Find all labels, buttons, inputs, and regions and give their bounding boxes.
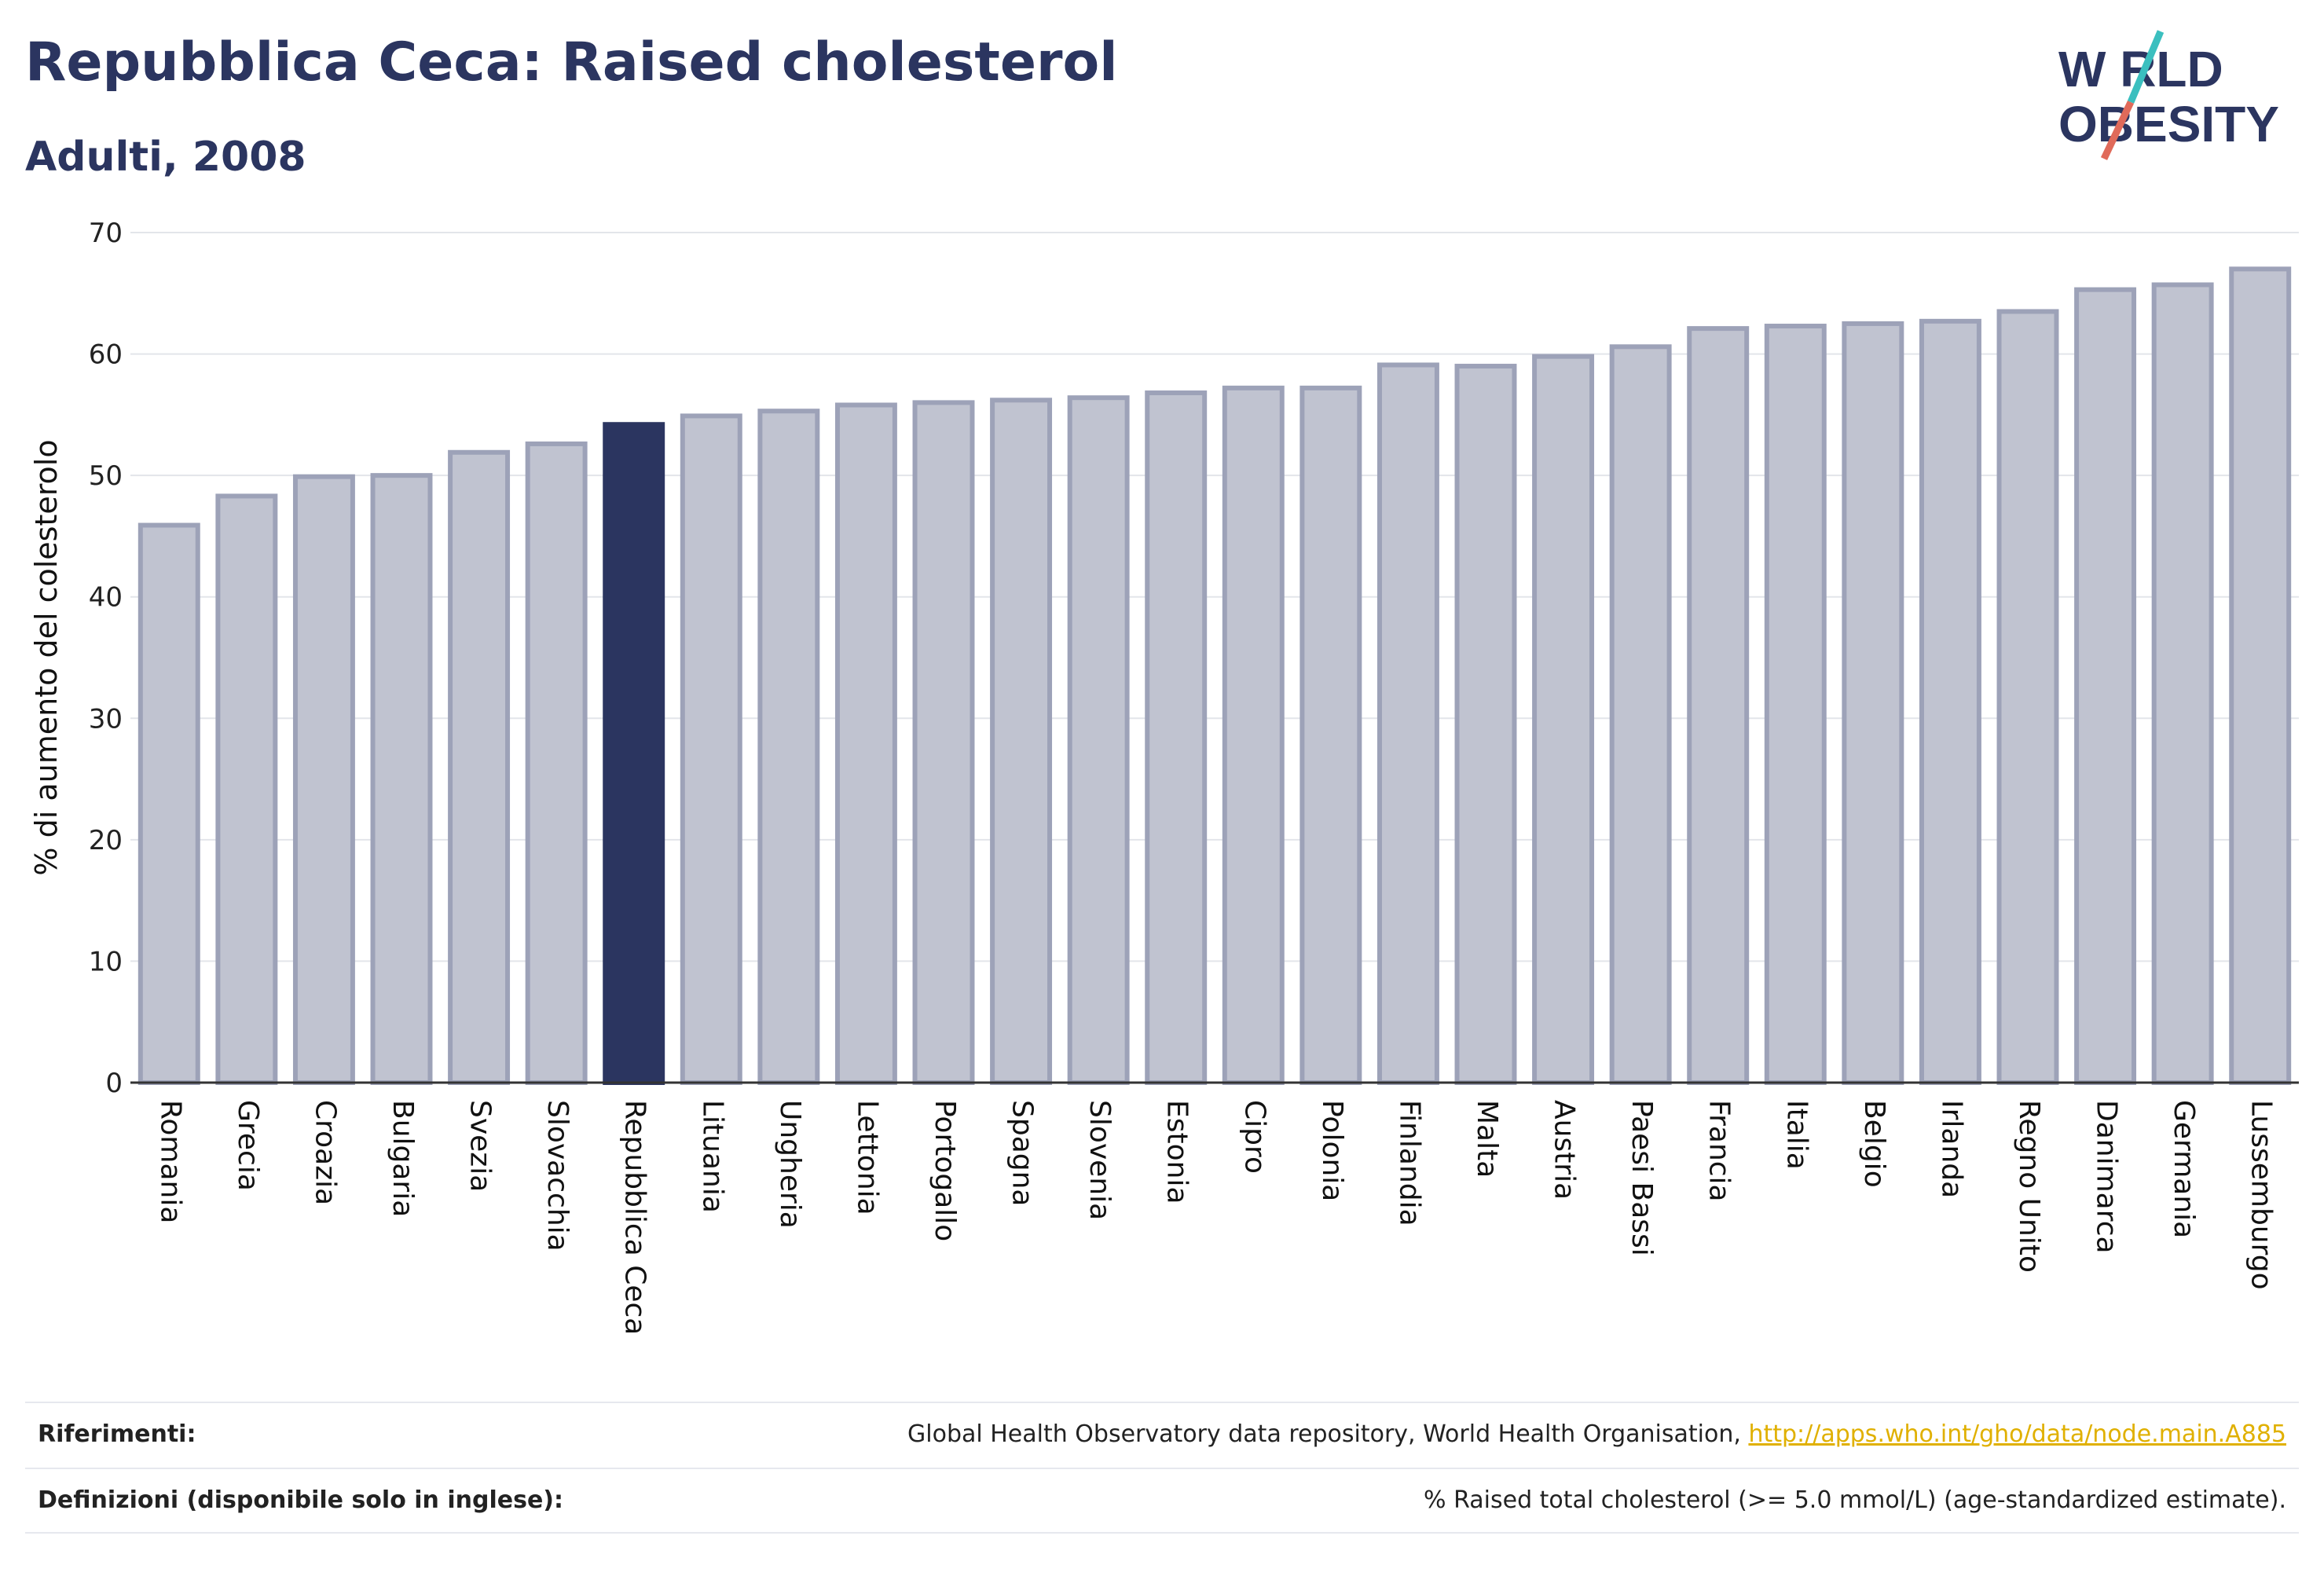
bar-finlandia <box>1376 362 1439 1085</box>
bar-lettonia <box>834 402 897 1085</box>
bar-polonia <box>1299 385 1362 1085</box>
logo-graphic: W RLD OBESITY <box>2058 30 2279 160</box>
x-tick-label: Austria <box>1549 1100 1581 1200</box>
bar-cipro <box>1222 385 1285 1085</box>
bar-ungheria <box>757 409 820 1085</box>
x-tick-label: Francia <box>1703 1100 1736 1202</box>
logo-slash-teal <box>2127 30 2165 104</box>
bar-grecia <box>215 493 278 1085</box>
x-tick-label: Slovacchia <box>541 1100 574 1252</box>
references-row: Riferimenti: Global Health Observatory d… <box>25 1402 2299 1468</box>
x-tick-label: Spagna <box>1006 1100 1039 1207</box>
bar-romania <box>137 522 200 1085</box>
bar-malta <box>1454 364 1517 1085</box>
x-tick-label: Cipro <box>1238 1100 1270 1174</box>
bar-slovenia <box>1067 395 1130 1085</box>
y-tick-label: 50 <box>89 460 123 492</box>
logo-slash-red <box>2100 101 2135 160</box>
x-tick-label: Ungheria <box>774 1100 806 1229</box>
bars <box>137 266 2292 1086</box>
x-tick-label: Lettonia <box>851 1100 883 1215</box>
y-tick-label: 60 <box>89 339 123 371</box>
bar-chart: 0 10 20 30 40 50 60 70 Romania Grecia Croazia Bulg… <box>29 218 2299 1335</box>
logo-line2: OBESITY <box>2058 96 2279 152</box>
y-tick-label: 30 <box>89 703 123 735</box>
bar-paesi-bassi <box>1609 344 1672 1086</box>
x-tick-label: Svezia <box>464 1100 497 1192</box>
bar-danimarca <box>2074 287 2137 1085</box>
references-value: Global Health Observatory data repositor… <box>907 1420 2286 1448</box>
bar-slovacchia <box>525 441 588 1085</box>
references-link[interactable]: http://apps.who.int/gho/data/node.main.A… <box>1748 1420 2286 1448</box>
x-tick-label: Lituania <box>696 1100 728 1213</box>
x-tick-label: Finlandia <box>1393 1100 1425 1226</box>
x-tick-label: Romania <box>154 1100 186 1223</box>
y-tick-labels: 0 10 20 30 40 50 60 70 <box>89 218 123 1099</box>
bar-regno-unito <box>1996 309 2059 1085</box>
definitions-label: Definizioni (disponibile solo in inglese… <box>38 1486 563 1514</box>
x-tick-label: Malta <box>1471 1100 1503 1178</box>
footer-divider <box>25 1532 2299 1534</box>
x-tick-label: Slovenia <box>1083 1100 1116 1220</box>
bar-lituania <box>680 413 742 1085</box>
bar-svezia <box>448 449 511 1085</box>
x-tick-label: Germania <box>2168 1100 2200 1238</box>
y-tick-label: 40 <box>89 582 123 614</box>
x-tick-label: Lussemburgo <box>2245 1100 2278 1290</box>
bar-germania <box>2151 282 2214 1086</box>
x-tick-labels: Romania Grecia Croazia Bulgaria Svezia Slovac… <box>154 1100 2277 1335</box>
x-tick-label: Croazia <box>309 1100 341 1205</box>
x-tick-label: Regno Unito <box>2013 1100 2045 1273</box>
bar-belgio <box>1842 321 1904 1085</box>
references-label: Riferimenti: <box>38 1420 196 1448</box>
x-tick-label: Paesi Bassi <box>1626 1100 1658 1256</box>
bar-irlanda <box>1919 318 1981 1085</box>
bar-austria <box>1532 354 1595 1086</box>
y-tick-label: 20 <box>89 825 123 856</box>
bar-lussemburgo <box>2229 266 2292 1085</box>
bar-italia <box>1764 324 1827 1085</box>
y-axis-label: % di aumento del colesterolo <box>29 439 64 875</box>
x-tick-label: Estonia <box>1161 1100 1193 1204</box>
page-subtitle: Adulti, 2008 <box>25 134 306 181</box>
x-tick-label: Italia <box>1780 1100 1813 1170</box>
x-tick-label: Irlanda <box>1935 1100 1967 1198</box>
bar-portogallo <box>912 400 975 1085</box>
bar-estonia <box>1145 390 1208 1085</box>
x-tick-label: Polonia <box>1316 1100 1348 1201</box>
x-tick-label: Grecia <box>232 1100 264 1191</box>
x-tick-label: Repubblica Ceca <box>619 1100 651 1335</box>
page-title: Repubblica Ceca: Raised cholesterol <box>25 31 1118 93</box>
definitions-row: Definizioni (disponibile solo in inglese… <box>25 1468 2299 1534</box>
y-tick-label: 0 <box>105 1068 123 1099</box>
bar-spagna <box>990 398 1053 1085</box>
bar-francia <box>1687 326 1750 1085</box>
bar-repubblica-ceca <box>603 422 665 1085</box>
world-obesity-logo: W RLD OBESITY <box>2043 24 2302 165</box>
y-tick-label: 10 <box>89 946 123 977</box>
y-tick-label: 70 <box>89 218 123 249</box>
bar-bulgaria <box>370 473 433 1085</box>
x-tick-label: Portogallo <box>929 1100 961 1241</box>
x-tick-label: Bulgaria <box>387 1100 419 1217</box>
bar-croazia <box>292 474 355 1085</box>
references-text: Global Health Observatory data repositor… <box>907 1420 1749 1448</box>
x-tick-label: Belgio <box>1858 1100 1890 1188</box>
x-tick-label: Danimarca <box>2091 1100 2123 1254</box>
definitions-text: % Raised total cholesterol (>= 5.0 mmol/… <box>1424 1486 2286 1514</box>
